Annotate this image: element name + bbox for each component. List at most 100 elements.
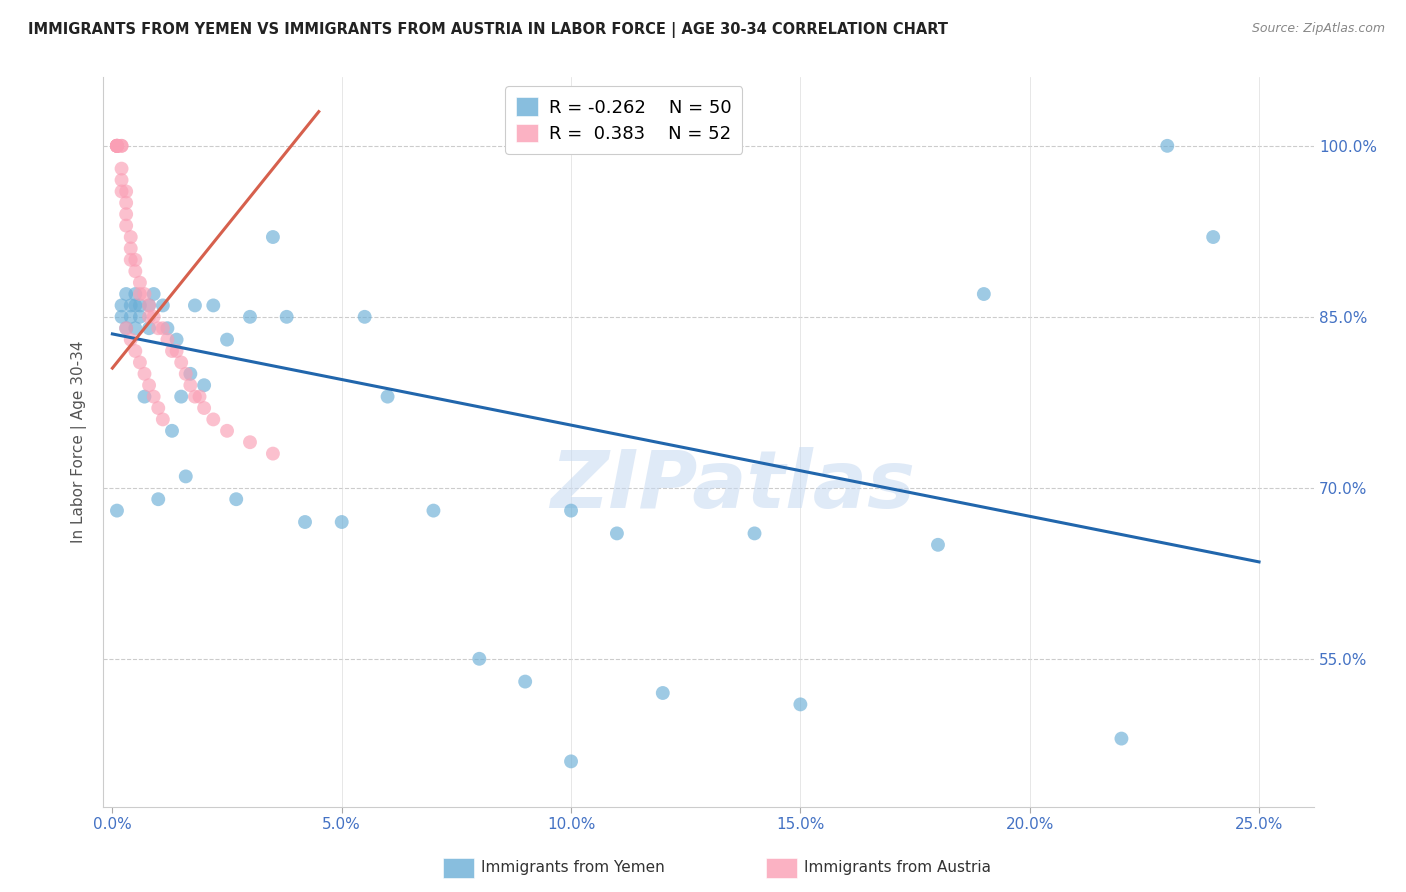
Point	[294, 515, 316, 529]
Point	[124, 344, 146, 359]
Point	[160, 424, 183, 438]
Point	[110, 161, 132, 176]
Point	[120, 252, 142, 267]
Point	[124, 321, 146, 335]
Point	[789, 698, 811, 712]
Point	[651, 686, 673, 700]
Point	[129, 287, 152, 301]
Point	[515, 674, 537, 689]
Point	[110, 310, 132, 324]
Point	[239, 435, 262, 450]
Point	[124, 298, 146, 312]
Text: ZIPatlas: ZIPatlas	[550, 447, 915, 525]
Point	[129, 298, 152, 312]
Point	[105, 138, 128, 153]
Point	[156, 321, 179, 335]
Point	[262, 230, 284, 244]
Point	[262, 447, 284, 461]
Point	[1111, 731, 1133, 746]
Point	[105, 138, 128, 153]
Point	[105, 138, 128, 153]
Point	[174, 367, 197, 381]
Point	[202, 298, 225, 312]
Point	[105, 138, 128, 153]
Point	[120, 298, 142, 312]
Point	[152, 298, 174, 312]
Point	[110, 185, 132, 199]
Point	[148, 492, 170, 507]
Y-axis label: In Labor Force | Age 30-34: In Labor Force | Age 30-34	[72, 341, 87, 543]
Point	[120, 242, 142, 256]
Point	[744, 526, 766, 541]
Point	[129, 355, 152, 369]
Point	[179, 367, 201, 381]
Point	[115, 219, 138, 233]
Point	[134, 287, 156, 301]
Point	[138, 321, 160, 335]
Point	[184, 390, 207, 404]
Point	[353, 310, 375, 324]
Text: Source: ZipAtlas.com: Source: ZipAtlas.com	[1251, 22, 1385, 36]
Point	[152, 412, 174, 426]
Point	[110, 138, 132, 153]
Point	[184, 298, 207, 312]
Point	[1202, 230, 1225, 244]
Point	[115, 195, 138, 210]
Point	[468, 652, 491, 666]
Point	[170, 355, 193, 369]
Point	[138, 378, 160, 392]
Point	[124, 252, 146, 267]
Point	[152, 321, 174, 335]
Point	[377, 390, 399, 404]
Point	[193, 378, 215, 392]
Point	[142, 390, 165, 404]
Point	[105, 138, 128, 153]
Point	[115, 185, 138, 199]
Point	[105, 138, 128, 153]
Point	[115, 207, 138, 221]
Point	[188, 390, 211, 404]
Point	[148, 321, 170, 335]
Point	[105, 503, 128, 517]
Point	[138, 298, 160, 312]
Point	[174, 469, 197, 483]
Point	[239, 310, 262, 324]
Point	[134, 367, 156, 381]
Point	[105, 138, 128, 153]
Point	[973, 287, 995, 301]
Point	[606, 526, 628, 541]
Point	[110, 138, 132, 153]
Point	[166, 333, 188, 347]
Point	[215, 333, 238, 347]
Point	[138, 310, 160, 324]
Point	[330, 515, 353, 529]
Point	[129, 276, 152, 290]
Point	[225, 492, 247, 507]
Point	[115, 321, 138, 335]
Point	[142, 287, 165, 301]
Point	[1156, 138, 1178, 153]
Point	[110, 298, 132, 312]
Point	[134, 390, 156, 404]
Point	[179, 378, 201, 392]
Point	[422, 503, 444, 517]
Point	[120, 310, 142, 324]
Point	[276, 310, 298, 324]
Point	[166, 344, 188, 359]
Point	[160, 344, 183, 359]
Legend: R = -0.262    N = 50, R =  0.383    N = 52: R = -0.262 N = 50, R = 0.383 N = 52	[506, 87, 742, 154]
Point	[124, 287, 146, 301]
Point	[215, 424, 238, 438]
Point	[115, 321, 138, 335]
Point	[105, 138, 128, 153]
Point	[156, 333, 179, 347]
Point	[142, 310, 165, 324]
Point	[560, 755, 582, 769]
Point	[202, 412, 225, 426]
Point	[120, 230, 142, 244]
Point	[193, 401, 215, 415]
Point	[124, 264, 146, 278]
Point	[115, 287, 138, 301]
Point	[560, 503, 582, 517]
Point	[120, 333, 142, 347]
